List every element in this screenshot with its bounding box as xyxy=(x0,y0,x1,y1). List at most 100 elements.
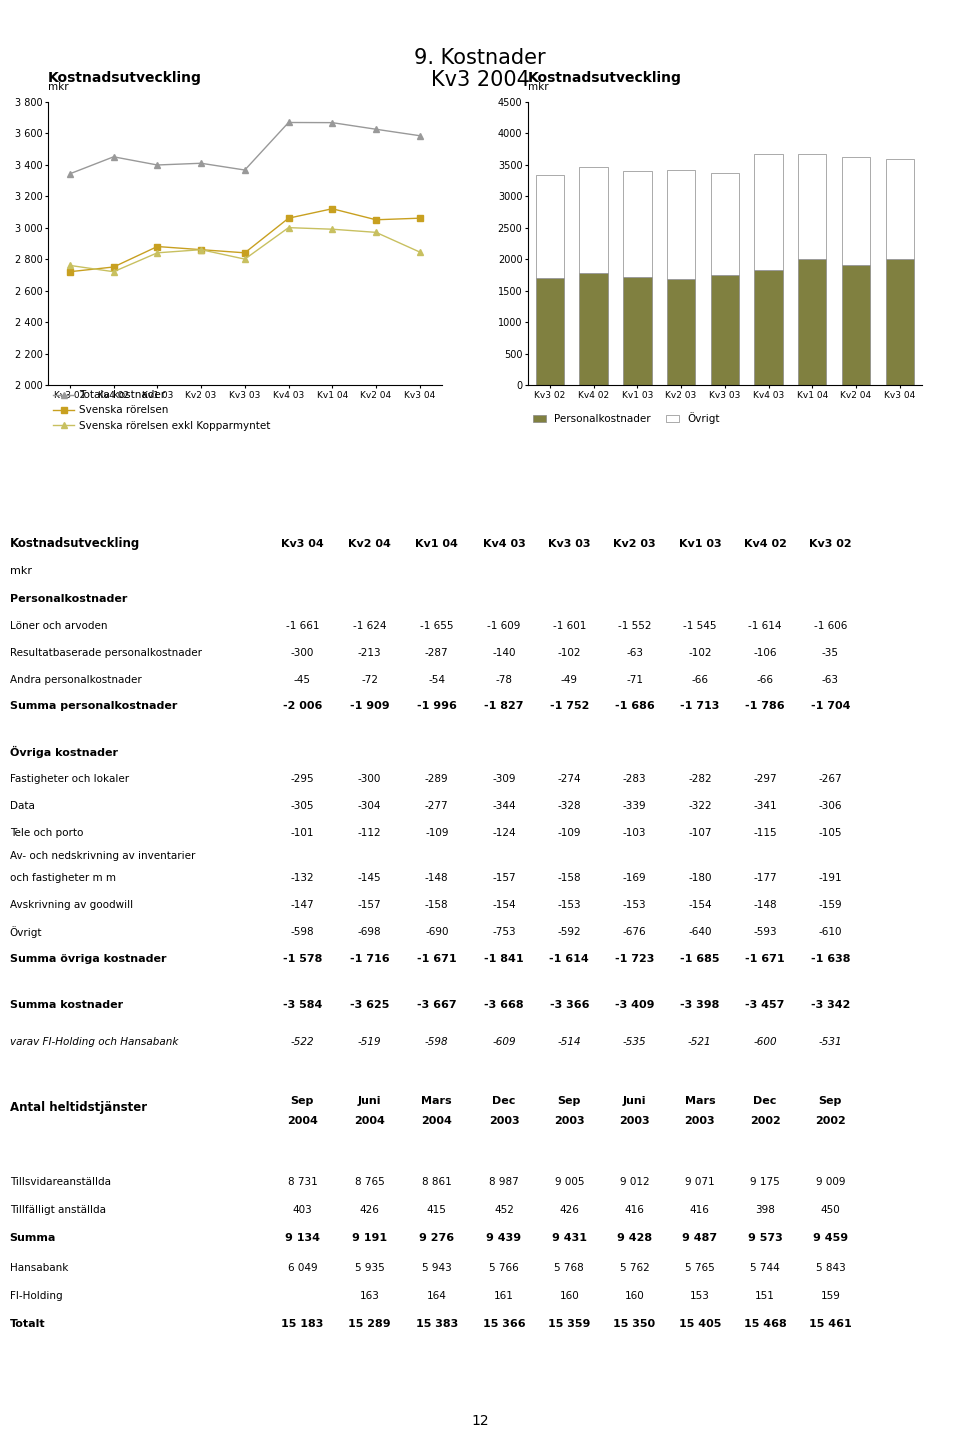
Text: -1 606: -1 606 xyxy=(814,620,847,631)
Text: 9 012: 9 012 xyxy=(620,1177,649,1187)
Text: -66: -66 xyxy=(691,674,708,684)
Text: -1 827: -1 827 xyxy=(484,702,524,712)
Text: Tele och porto: Tele och porto xyxy=(10,828,83,838)
Bar xyxy=(623,171,652,278)
Text: Kv1 04: Kv1 04 xyxy=(416,539,458,549)
Text: Totalt: Totalt xyxy=(10,1319,45,1329)
Text: -609: -609 xyxy=(492,1036,516,1046)
Text: -3 668: -3 668 xyxy=(484,1000,524,1010)
Text: -1 713: -1 713 xyxy=(680,702,720,712)
Text: -145: -145 xyxy=(358,873,381,883)
Bar xyxy=(798,260,827,385)
Text: 5 766: 5 766 xyxy=(490,1263,518,1273)
Bar xyxy=(885,160,914,259)
Text: -124: -124 xyxy=(492,828,516,838)
Text: mkr: mkr xyxy=(528,81,548,92)
Text: -3 366: -3 366 xyxy=(549,1000,589,1010)
Text: 164: 164 xyxy=(427,1290,446,1300)
Text: -514: -514 xyxy=(558,1036,581,1046)
Text: mkr: mkr xyxy=(48,81,68,92)
Text: -1 614: -1 614 xyxy=(749,620,781,631)
Text: -1 638: -1 638 xyxy=(810,955,851,963)
Text: -157: -157 xyxy=(492,873,516,883)
Text: Löner och arvoden: Löner och arvoden xyxy=(10,620,108,631)
Text: 15 289: 15 289 xyxy=(348,1319,391,1329)
Text: -1 752: -1 752 xyxy=(549,702,589,712)
Text: -339: -339 xyxy=(623,801,646,811)
Text: -3 409: -3 409 xyxy=(614,1000,655,1010)
Text: 2003: 2003 xyxy=(619,1116,650,1126)
Text: 8 861: 8 861 xyxy=(422,1177,451,1187)
Text: -3 584: -3 584 xyxy=(282,1000,323,1010)
Text: -3 457: -3 457 xyxy=(745,1000,785,1010)
Text: -63: -63 xyxy=(626,648,643,658)
Text: -1 671: -1 671 xyxy=(417,955,457,963)
Text: -287: -287 xyxy=(425,648,448,658)
Bar xyxy=(755,154,782,270)
Text: -3 342: -3 342 xyxy=(810,1000,851,1010)
Bar xyxy=(710,173,739,275)
Text: 9 175: 9 175 xyxy=(751,1177,780,1187)
Text: 403: 403 xyxy=(293,1205,312,1215)
Text: -274: -274 xyxy=(558,774,581,785)
Text: 151: 151 xyxy=(756,1290,775,1300)
Text: -66: -66 xyxy=(756,674,774,684)
Text: 2004: 2004 xyxy=(287,1116,318,1126)
Text: Kv4 03: Kv4 03 xyxy=(483,539,525,549)
Text: 15 183: 15 183 xyxy=(281,1319,324,1329)
Text: -1 655: -1 655 xyxy=(420,620,453,631)
Text: -147: -147 xyxy=(291,901,314,910)
Text: -109: -109 xyxy=(558,828,581,838)
Text: 15 359: 15 359 xyxy=(548,1319,590,1329)
Text: 5 843: 5 843 xyxy=(816,1263,845,1273)
Text: -1 545: -1 545 xyxy=(684,620,716,631)
Bar xyxy=(580,273,608,385)
Text: -148: -148 xyxy=(754,901,777,910)
Text: -640: -640 xyxy=(688,927,711,937)
Text: 12: 12 xyxy=(471,1414,489,1428)
Text: Tillfälligt anställda: Tillfälligt anställda xyxy=(10,1205,106,1215)
Text: 9 071: 9 071 xyxy=(685,1177,714,1187)
Text: -1 661: -1 661 xyxy=(286,620,319,631)
Text: Juni: Juni xyxy=(623,1097,646,1106)
Text: 9 487: 9 487 xyxy=(683,1234,717,1244)
Text: -1 686: -1 686 xyxy=(614,702,655,712)
Text: -531: -531 xyxy=(819,1036,842,1046)
Text: 9 431: 9 431 xyxy=(552,1234,587,1244)
Text: -1 841: -1 841 xyxy=(484,955,524,963)
Text: 450: 450 xyxy=(821,1205,840,1215)
Text: 2003: 2003 xyxy=(684,1116,715,1126)
Text: 15 350: 15 350 xyxy=(613,1319,656,1329)
Text: -283: -283 xyxy=(623,774,646,785)
Text: -105: -105 xyxy=(819,828,842,838)
Text: -102: -102 xyxy=(688,648,711,658)
Text: -1 614: -1 614 xyxy=(549,955,589,963)
Text: -300: -300 xyxy=(358,774,381,785)
Text: -71: -71 xyxy=(626,674,643,684)
Bar xyxy=(842,157,870,264)
Text: 5 943: 5 943 xyxy=(422,1263,451,1273)
Text: -341: -341 xyxy=(754,801,777,811)
Text: 2004: 2004 xyxy=(421,1116,452,1126)
Text: -72: -72 xyxy=(361,674,378,684)
Text: -289: -289 xyxy=(425,774,448,785)
Bar xyxy=(536,278,564,385)
Text: -1 671: -1 671 xyxy=(745,955,785,963)
Text: 9 459: 9 459 xyxy=(813,1234,848,1244)
Text: Kv2 03: Kv2 03 xyxy=(613,539,656,549)
Text: 5 762: 5 762 xyxy=(620,1263,649,1273)
Bar xyxy=(710,275,739,385)
Text: 15 461: 15 461 xyxy=(809,1319,852,1329)
Bar xyxy=(885,259,914,385)
Text: 2002: 2002 xyxy=(815,1116,846,1126)
Text: 9 009: 9 009 xyxy=(816,1177,845,1187)
Text: Tillsvidareanställda: Tillsvidareanställda xyxy=(10,1177,110,1187)
Text: -1 601: -1 601 xyxy=(553,620,586,631)
Text: -277: -277 xyxy=(425,801,448,811)
Text: -1 552: -1 552 xyxy=(618,620,651,631)
Bar xyxy=(536,174,564,278)
Text: Sep: Sep xyxy=(558,1097,581,1106)
Text: FI-Holding: FI-Holding xyxy=(10,1290,62,1300)
Text: 2003: 2003 xyxy=(489,1116,519,1126)
Legend: Personalkostnader, Övrigt: Personalkostnader, Övrigt xyxy=(533,413,720,424)
